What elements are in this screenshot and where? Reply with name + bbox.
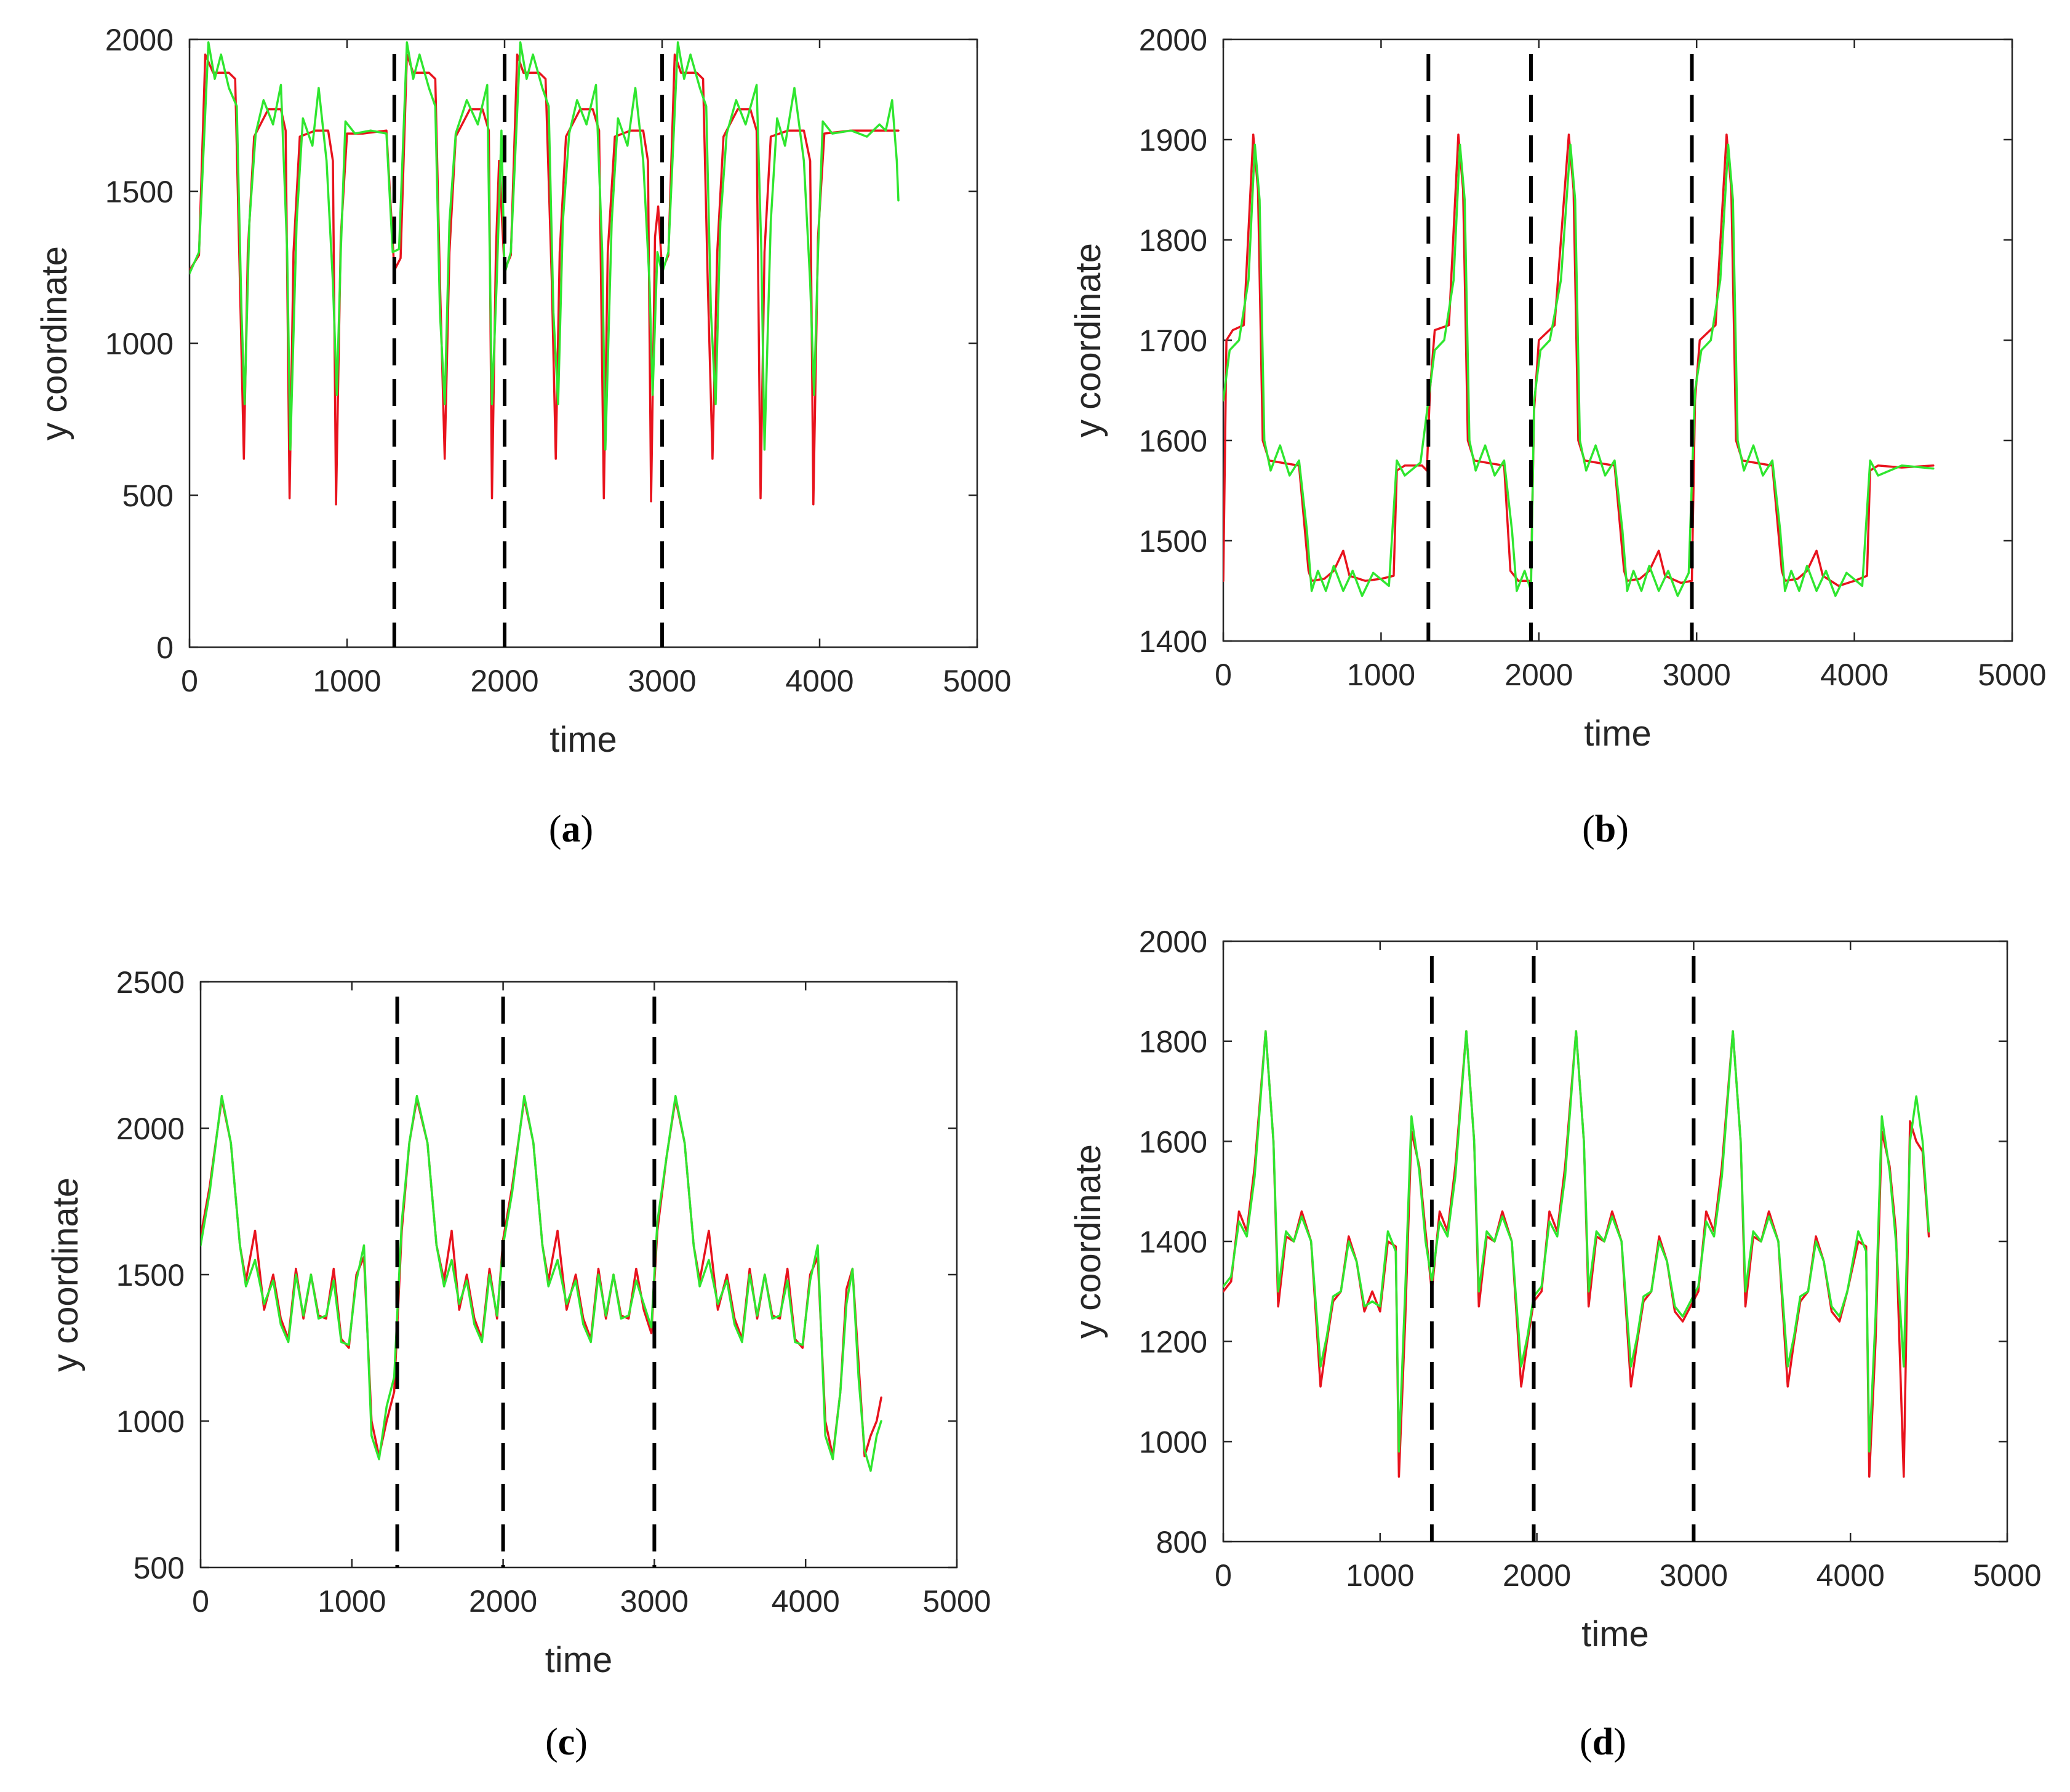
panel-caption-d: (d) [1580, 1721, 1626, 1763]
x-axis-label: time [549, 720, 617, 760]
y-tick-label: 1700 [1139, 324, 1207, 358]
x-tick-label: 5000 [1973, 1558, 2041, 1593]
panel-caption-a: (a) [549, 808, 593, 850]
series-line-predicted [190, 41, 900, 451]
series-group [190, 41, 900, 506]
x-tick-label: 1000 [1347, 658, 1415, 692]
y-tick-label: 1400 [1139, 624, 1207, 659]
x-tick-label: 4000 [785, 664, 853, 698]
chart-panel-a: 0 1000 2000 3000 4000 5000 0 500 1000 1500 2000 tim… [34, 23, 1012, 850]
plot-area-b [1222, 38, 2013, 642]
x-tick-label: 0 [181, 664, 198, 698]
x-axis-label: time [1581, 1614, 1649, 1654]
x-tick-label: 4000 [1816, 1558, 1885, 1593]
y-tick-label: 1600 [1139, 424, 1207, 458]
chart-panel-d: 0 1000 2000 3000 4000 5000 800 1000 1200 1400 1600… [1068, 925, 2042, 1763]
plot-area-d [1222, 940, 2008, 1543]
x-tick-label: 5000 [922, 1584, 991, 1619]
caption-close-paren: ) [1616, 808, 1629, 850]
y-tick-label: 1500 [116, 1258, 185, 1292]
series-line-predicted [201, 1094, 882, 1472]
caption-close-paren: ) [575, 1721, 588, 1763]
y-tick-label: 500 [122, 479, 174, 513]
y-tick-label: 1800 [1139, 223, 1207, 258]
x-tick-label: 5000 [1978, 658, 2046, 692]
caption-letter: d [1592, 1721, 1613, 1763]
y-axis-label: y coordinate [34, 246, 74, 440]
y-tick-label: 1600 [1139, 1125, 1207, 1159]
y-tick-label: 1500 [105, 175, 174, 209]
x-tick-label: 0 [192, 1584, 209, 1619]
x-tick-label: 0 [1215, 658, 1232, 692]
x-tick-label: 1000 [1346, 1558, 1414, 1593]
y-tick-label: 1200 [1139, 1325, 1207, 1360]
y-tick-label: 1000 [1139, 1425, 1207, 1459]
x-tick-label: 1000 [318, 1584, 386, 1619]
x-tick-label: 4000 [772, 1584, 840, 1619]
x-tick-label: 4000 [1820, 658, 1888, 692]
y-axis-label: y coordinate [1068, 1144, 1108, 1339]
x-tick-label: 1000 [313, 664, 381, 698]
x-tick-label: 2000 [470, 664, 538, 698]
series-group [201, 1094, 882, 1472]
caption-letter: b [1595, 808, 1616, 850]
y-axis-label: y coordinate [1068, 243, 1108, 437]
series-line-predicted [1223, 143, 1935, 597]
y-tick-label: 0 [156, 631, 174, 665]
caption-open-paren: ( [1580, 1721, 1592, 1763]
x-tick-label: 3000 [628, 664, 696, 698]
chart-panel-b: 0 1000 2000 3000 4000 5000 1400 1500 1600 1700 180… [1068, 23, 2047, 850]
y-tick-label: 1500 [1139, 524, 1207, 559]
y-tick-label: 2500 [116, 965, 185, 1000]
x-tick-label: 2000 [469, 1584, 537, 1619]
panel-caption-c: (c) [545, 1721, 588, 1763]
caption-open-paren: ( [545, 1721, 558, 1763]
y-tick-label: 2000 [1139, 23, 1207, 57]
x-tick-label: 3000 [1663, 658, 1731, 692]
y-tick-label: 2000 [105, 23, 174, 57]
caption-open-paren: ( [1582, 808, 1595, 850]
x-tick-label: 3000 [1660, 1558, 1728, 1593]
y-axis-label: y coordinate [46, 1177, 86, 1372]
x-tick-label: 2000 [1505, 658, 1573, 692]
series-group [1223, 1030, 1930, 1478]
caption-letter: a [562, 808, 581, 850]
series-line-actual [1223, 133, 1935, 587]
series-group [1223, 133, 1935, 597]
y-tick-label: 500 [134, 1551, 185, 1585]
caption-close-paren: ) [1613, 1721, 1626, 1763]
plot-area-c [199, 981, 958, 1569]
caption-close-paren: ) [581, 808, 594, 850]
y-tick-label: 800 [1156, 1525, 1207, 1559]
y-tick-label: 1000 [105, 327, 174, 361]
y-tick-label: 1900 [1139, 123, 1207, 157]
panel-caption-b: (b) [1582, 808, 1629, 850]
x-tick-label: 2000 [1503, 1558, 1571, 1593]
series-line-predicted [1223, 1030, 1930, 1453]
x-axis-label: time [1584, 714, 1652, 754]
x-tick-label: 5000 [943, 664, 1011, 698]
caption-open-paren: ( [549, 808, 562, 850]
y-tick-label: 1400 [1139, 1225, 1207, 1259]
plot-area-a [188, 38, 978, 648]
y-tick-label: 1800 [1139, 1025, 1207, 1059]
chart-panel-c: 0 1000 2000 3000 4000 5000 500 1000 1500 2000 2500… [46, 965, 991, 1763]
x-tick-label: 3000 [620, 1584, 689, 1619]
y-tick-label: 1000 [116, 1404, 185, 1439]
x-tick-label: 0 [1215, 1558, 1232, 1593]
y-tick-label: 2000 [116, 1112, 185, 1146]
panels: 0 1000 2000 3000 4000 50000500100015002000tim… [34, 23, 2047, 1763]
y-tick-label: 2000 [1139, 925, 1207, 959]
x-axis-label: time [545, 1640, 613, 1680]
caption-letter: c [558, 1721, 575, 1763]
